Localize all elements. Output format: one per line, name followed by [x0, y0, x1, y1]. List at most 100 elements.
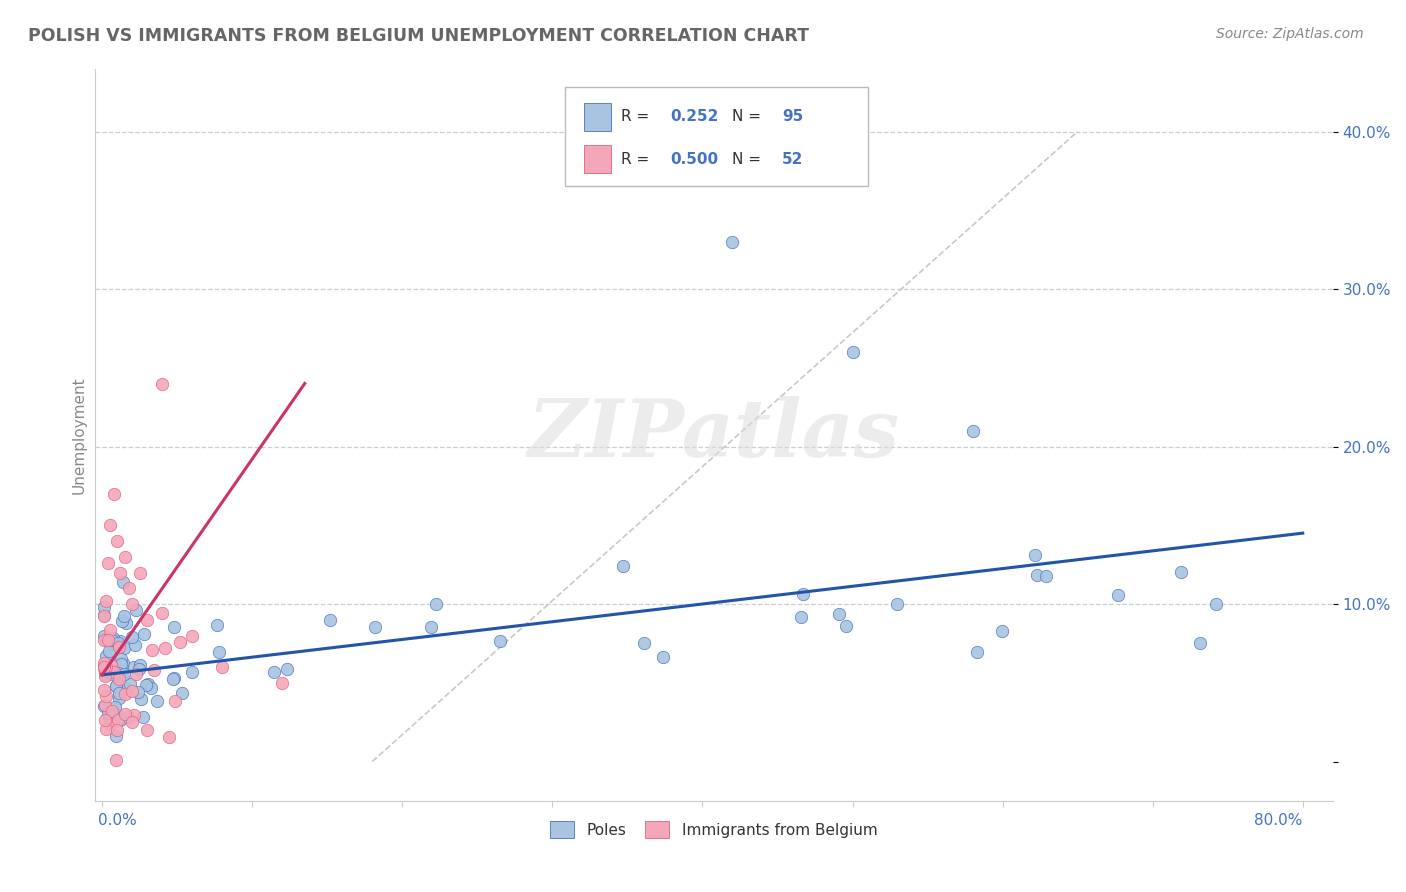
- Point: [121, 630, 143, 644]
- Point: [93, 698, 115, 713]
- Point: [651, 649, 673, 664]
- Point: [111, 614, 134, 628]
- Point: [105, 753, 128, 767]
- Point: [136, 613, 159, 627]
- Point: [108, 713, 131, 727]
- Point: [100, 633, 122, 648]
- Text: 52: 52: [782, 152, 803, 167]
- Point: [790, 609, 813, 624]
- Point: [135, 678, 157, 692]
- Point: [112, 640, 135, 655]
- Point: [108, 690, 131, 705]
- Bar: [583, 145, 610, 173]
- Point: [114, 549, 136, 564]
- Point: [363, 620, 385, 634]
- Point: [103, 631, 125, 645]
- Point: [136, 677, 159, 691]
- Point: [115, 615, 138, 630]
- Point: [721, 235, 744, 249]
- Point: [489, 633, 512, 648]
- Point: [205, 617, 228, 632]
- FancyBboxPatch shape: [565, 87, 869, 186]
- Point: [128, 662, 150, 676]
- Point: [93, 659, 115, 673]
- Point: [1026, 568, 1049, 582]
- Point: [105, 707, 128, 722]
- Text: 80.0%: 80.0%: [1254, 814, 1303, 829]
- Point: [132, 627, 155, 641]
- Text: N =: N =: [733, 152, 766, 167]
- Text: R =: R =: [621, 110, 654, 124]
- Point: [110, 657, 132, 671]
- Point: [114, 687, 136, 701]
- Point: [118, 581, 141, 595]
- Point: [276, 662, 298, 676]
- Point: [111, 656, 134, 670]
- Point: [105, 534, 128, 549]
- Point: [101, 637, 124, 651]
- Point: [107, 713, 129, 727]
- Point: [107, 665, 129, 680]
- Point: [1035, 568, 1057, 582]
- Point: [616, 93, 638, 107]
- Point: [181, 628, 204, 642]
- Point: [93, 608, 115, 623]
- Point: [841, 345, 863, 359]
- Point: [121, 597, 143, 611]
- Point: [94, 698, 117, 712]
- Text: N =: N =: [733, 110, 766, 124]
- Point: [104, 679, 127, 693]
- Point: [1170, 565, 1192, 579]
- Point: [96, 632, 118, 647]
- Point: [962, 424, 984, 438]
- Point: [94, 594, 117, 608]
- Text: POLISH VS IMMIGRANTS FROM BELGIUM UNEMPLOYMENT CORRELATION CHART: POLISH VS IMMIGRANTS FROM BELGIUM UNEMPL…: [28, 27, 808, 45]
- Bar: [583, 103, 610, 131]
- Point: [93, 669, 115, 683]
- Point: [612, 559, 634, 574]
- Point: [1107, 588, 1129, 602]
- Point: [131, 710, 153, 724]
- Point: [319, 613, 342, 627]
- Text: 0.252: 0.252: [671, 110, 718, 124]
- Point: [98, 518, 121, 533]
- Point: [103, 665, 125, 680]
- Point: [271, 675, 294, 690]
- Point: [100, 658, 122, 673]
- Point: [127, 685, 149, 699]
- Point: [125, 603, 148, 617]
- Point: [93, 600, 115, 615]
- Point: [121, 715, 143, 730]
- Point: [93, 633, 115, 648]
- Point: [162, 672, 184, 686]
- Point: [93, 683, 115, 698]
- Point: [93, 656, 115, 670]
- Point: [1188, 636, 1211, 650]
- Point: [181, 665, 204, 679]
- Point: [145, 694, 167, 708]
- Point: [103, 487, 125, 501]
- Point: [141, 642, 163, 657]
- Point: [886, 597, 908, 611]
- Point: [94, 666, 117, 681]
- Legend: Poles, Immigrants from Belgium: Poles, Immigrants from Belgium: [544, 814, 883, 845]
- Point: [107, 685, 129, 699]
- Point: [94, 713, 117, 727]
- Point: [111, 575, 134, 590]
- Point: [633, 636, 655, 650]
- Point: [117, 710, 139, 724]
- Text: Source: ZipAtlas.com: Source: ZipAtlas.com: [1216, 27, 1364, 41]
- Point: [121, 683, 143, 698]
- Point: [129, 657, 152, 672]
- Point: [108, 633, 131, 648]
- Point: [93, 660, 115, 674]
- Point: [114, 681, 136, 696]
- Point: [169, 635, 191, 649]
- Point: [150, 607, 173, 621]
- Point: [172, 686, 194, 700]
- Point: [150, 376, 173, 391]
- Point: [104, 700, 127, 714]
- Point: [163, 620, 186, 634]
- Y-axis label: Unemployment: Unemployment: [72, 376, 86, 493]
- Point: [420, 620, 443, 634]
